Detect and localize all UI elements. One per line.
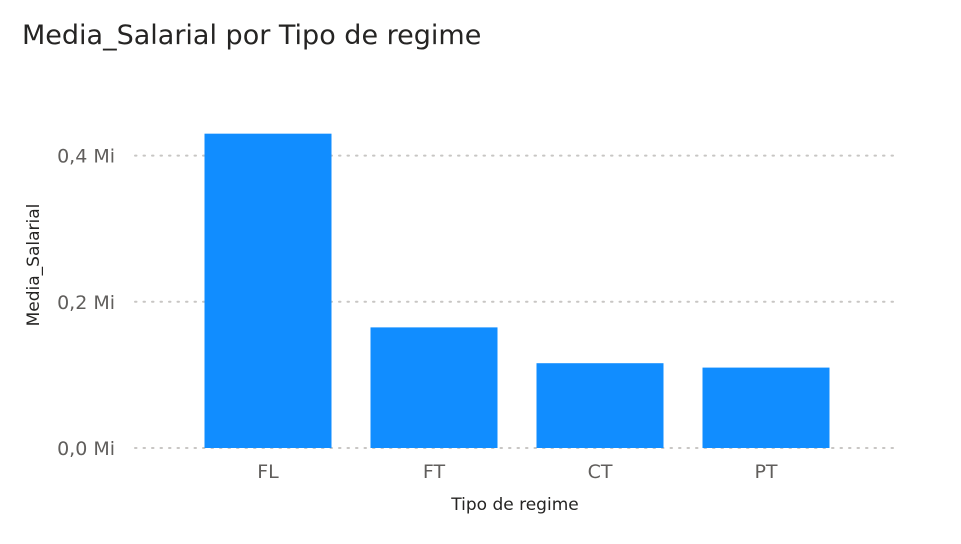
x-tick-label: CT	[588, 461, 613, 483]
y-tick-label: 0,0 Mi	[57, 438, 115, 460]
x-axis-ticks: FL FT CT PT	[257, 461, 778, 483]
x-tick-label: FL	[257, 461, 279, 483]
bar-ft[interactable]	[370, 327, 498, 448]
y-axis-title: Media_Salarial	[24, 204, 44, 327]
y-tick-label: 0,2 Mi	[57, 292, 115, 314]
x-axis-title: Tipo de regime	[450, 495, 578, 515]
bar-pt[interactable]	[702, 367, 830, 448]
bar-fl[interactable]	[204, 133, 332, 449]
chart-title: Media_Salarial por Tipo de regime	[22, 20, 482, 51]
x-tick-label: PT	[754, 461, 777, 483]
y-axis-ticks: 0,0 Mi 0,2 Mi 0,4 Mi	[57, 146, 115, 460]
y-tick-label: 0,4 Mi	[57, 146, 115, 168]
x-tick-label: FT	[423, 461, 446, 483]
bars	[204, 133, 830, 449]
bar-ct[interactable]	[536, 363, 664, 448]
